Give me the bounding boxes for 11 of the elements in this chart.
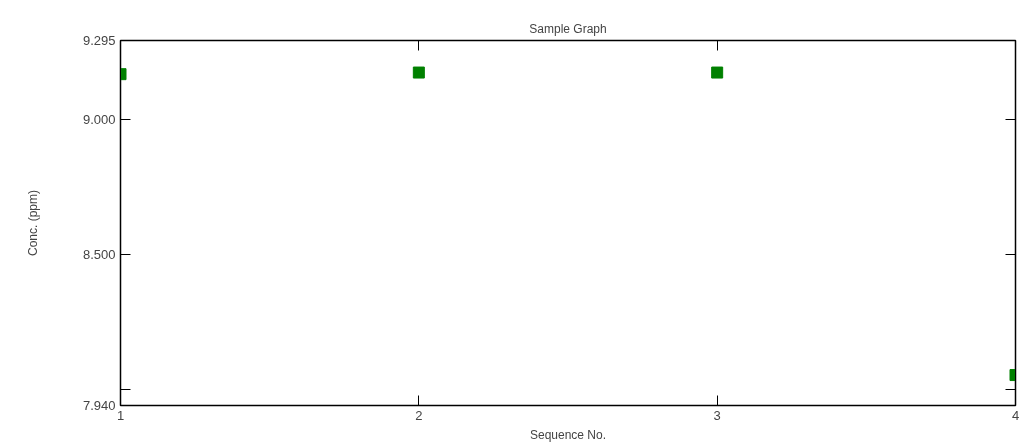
y-tick-label: 9.295 [82,33,116,48]
x-axis-title: Sequence No. [529,427,607,442]
x-tick-label: 2 [415,407,423,423]
x-tick-label: 3 [713,407,721,423]
y-axis-title: Conc. (ppm) [25,189,40,257]
y-tick-label: 8.500 [82,247,116,263]
x-tick-label: 1 [116,407,125,423]
x-tick-label: 4 [1011,407,1019,423]
chart-title: Sample Graph [529,21,607,36]
y-tick-label: 9.000 [82,112,116,128]
y-tick-label: 7.940 [82,398,116,413]
